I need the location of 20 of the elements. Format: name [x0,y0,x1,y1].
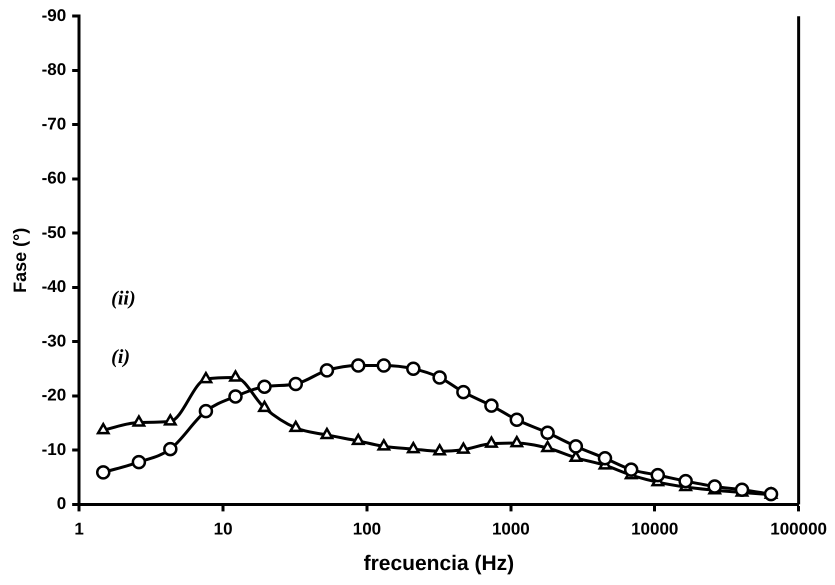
x-tick-label: 1 [74,519,84,538]
y-tick-label: -30 [42,331,66,350]
y-tick-label: -90 [42,6,66,25]
x-tick-label: 10 [214,519,233,538]
annotation: (i) [111,346,130,368]
y-tick-label: -40 [42,277,66,296]
x-tick-label: 100 [352,519,382,538]
annotation: (ii) [111,288,136,310]
x-axis-title: frecuencia (Hz) [364,552,514,576]
y-axis-title: Fase (°) [10,228,30,293]
x-tick-label: 100000 [770,519,828,538]
y-tick-label: -70 [42,114,66,134]
y-tick-label: 0 [56,494,66,514]
y-tick-label: -80 [42,60,66,80]
y-tick-label: -50 [42,222,66,242]
y-tick-label: -10 [42,440,66,459]
y-tick-label: -60 [42,168,66,188]
x-tick-label: 1000 [492,519,530,538]
y-tick-label: -20 [42,386,66,405]
x-tick-label: 10000 [631,519,678,538]
